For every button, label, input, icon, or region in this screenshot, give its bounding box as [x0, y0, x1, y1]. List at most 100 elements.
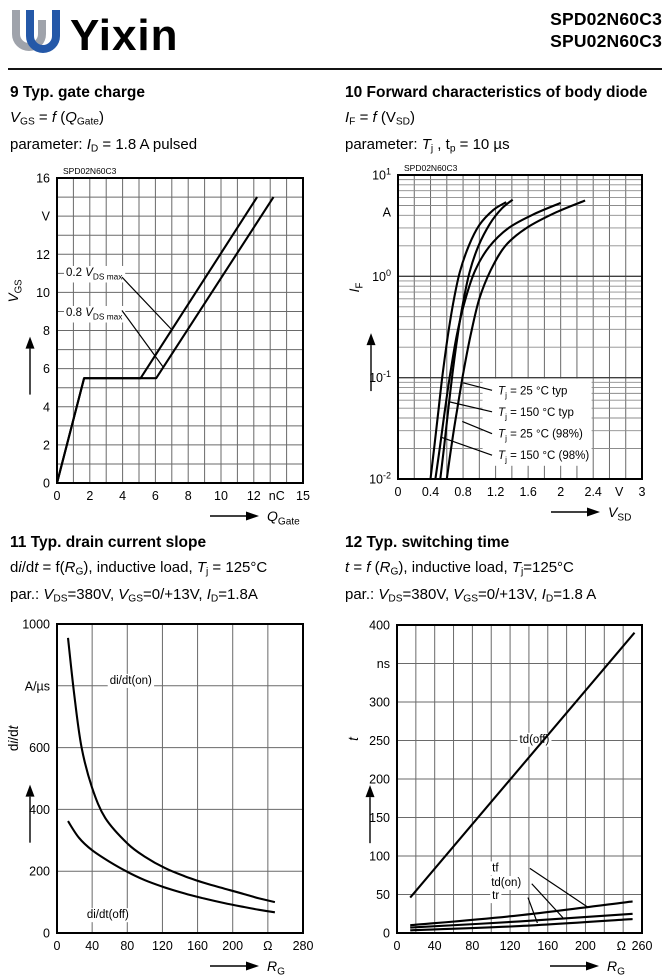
x-axis-label: QGate	[267, 508, 300, 528]
annotation: td(on)	[491, 877, 521, 889]
curve-t25p98	[445, 199, 586, 480]
annotation: 0.8 VDS max	[66, 307, 123, 322]
annotation: tf	[492, 862, 499, 874]
svg-text:0: 0	[43, 477, 50, 491]
x-ticks: 0 40 80 120 160 200 Ω 280	[54, 939, 314, 953]
y-ticks: 400 ns 300 250 200 150 100 50 0	[369, 619, 390, 941]
watermark-label: SPD02N60C3	[63, 166, 117, 176]
x-axis-arrowhead-icon	[587, 507, 600, 517]
svg-text:V: V	[615, 485, 624, 499]
svg-text:0: 0	[43, 927, 50, 941]
figure-11-parameter: par.: VDS=380V, VGS=0/+13V, ID=1.8A	[10, 585, 258, 605]
plot-border	[56, 177, 304, 484]
svg-text:600: 600	[29, 741, 50, 755]
x-axis-arrowhead-icon	[246, 511, 259, 521]
curve-vds08	[55, 196, 275, 484]
svg-text:10: 10	[36, 286, 50, 300]
figure-12-parameter: par.: VDS=380V, VGS=0/+13V, ID=1.8 A	[345, 585, 597, 605]
legend-entry: Tj = 25 °C typ	[498, 385, 567, 400]
brand-wordmark: Yixin	[70, 11, 179, 60]
svg-text:0: 0	[54, 489, 61, 503]
svg-text:V: V	[42, 210, 51, 224]
x-axis-label: RG	[267, 958, 285, 977]
annotation: di/dt(on)	[110, 675, 152, 687]
svg-text:12: 12	[247, 489, 261, 503]
x-axis-arrowhead-icon	[586, 961, 599, 971]
figure-9-header: 9 Typ. gate charge VGS = f (QGate) param…	[10, 84, 342, 162]
curve-t25typ	[439, 198, 514, 480]
fig11-chart: di/dt(on) di/dt(off) 0 40 80 120 160 200 Ω 280 100…	[6, 618, 314, 977]
legend-entry: Tj = 150 °C (98%)	[498, 450, 589, 465]
grid	[56, 177, 304, 484]
y-axis-label: IF	[347, 283, 366, 293]
svg-text:0: 0	[54, 939, 61, 953]
svg-text:0.4: 0.4	[422, 485, 439, 499]
svg-text:16: 16	[36, 172, 50, 186]
svg-text:A/µs: A/µs	[25, 679, 50, 693]
svg-text:2: 2	[557, 485, 564, 499]
svg-text:250: 250	[369, 734, 390, 748]
svg-text:12: 12	[36, 248, 50, 262]
svg-text:100: 100	[369, 850, 390, 864]
svg-text:8: 8	[185, 489, 192, 503]
svg-text:0.8: 0.8	[454, 485, 471, 499]
y-axis-label: VGS	[6, 279, 25, 303]
svg-text:260: 260	[632, 939, 653, 953]
svg-text:10: 10	[214, 489, 228, 503]
svg-text:280: 280	[293, 939, 314, 953]
curve-tr	[410, 918, 633, 932]
y-axis-arrowhead-icon	[366, 333, 376, 346]
curves	[429, 198, 586, 480]
figure-11-header: 11 Typ. drain current slope di/dt = f(RG…	[10, 534, 342, 612]
annotation-backgrounds	[84, 673, 155, 923]
annotation: td(off)	[520, 734, 550, 746]
svg-text:400: 400	[29, 803, 50, 817]
svg-text:2: 2	[86, 489, 93, 503]
svg-text:0: 0	[394, 939, 401, 953]
plot-border	[56, 623, 304, 934]
svg-text:1000: 1000	[22, 618, 50, 632]
curve-td_off	[409, 632, 636, 899]
header-divider	[8, 68, 662, 70]
annotations: td(off) tf td(on)tr	[491, 734, 588, 924]
svg-text:1.6: 1.6	[519, 485, 536, 499]
annotation: di/dt(off)	[87, 909, 129, 921]
svg-text:150: 150	[369, 811, 390, 825]
y-axis-arrowhead-icon	[365, 785, 375, 798]
annotations: 0.2 VDS max 0.8 VDS max	[66, 267, 173, 368]
svg-text:1.2: 1.2	[487, 485, 504, 499]
svg-text:40: 40	[85, 939, 99, 953]
figure-9-title: 9 Typ. gate charge	[10, 84, 145, 101]
svg-text:101: 101	[372, 167, 391, 183]
figure-9-parameter: parameter: ID = 1.8 A pulsed	[10, 135, 198, 155]
plot-border	[397, 174, 643, 480]
curves	[66, 637, 276, 914]
svg-text:40: 40	[428, 939, 442, 953]
svg-text:80: 80	[465, 939, 479, 953]
part-number-2: SPU02N60C3	[550, 31, 662, 51]
svg-text:300: 300	[369, 696, 390, 710]
svg-text:4: 4	[119, 489, 126, 503]
figure-10-function: IF = f (VSD)	[345, 109, 416, 128]
annotation-leader	[529, 867, 588, 908]
annotation-backgrounds	[64, 265, 126, 323]
annotation: tr	[492, 890, 499, 902]
fig12-chart: td(off) tf td(on)tr 0 40 80 120 160 200 Ω 260 400 ns…	[346, 619, 653, 977]
svg-text:0: 0	[395, 485, 402, 499]
annotation-leader	[531, 883, 564, 919]
curves	[409, 632, 636, 932]
svg-text:100: 100	[372, 268, 391, 284]
svg-text:120: 120	[152, 939, 173, 953]
svg-text:3: 3	[639, 485, 646, 499]
y-ticks: 1000 A/µs 600 400 200 0	[22, 618, 50, 941]
figure-11-title: 11 Typ. drain current slope	[10, 534, 207, 551]
svg-text:A: A	[383, 206, 392, 220]
svg-text:nC: nC	[269, 489, 285, 503]
y-ticks: 16 V 12 10 8 6 4 2 0	[36, 172, 51, 491]
legend: Tj = 25 °C typ Tj = 150 °C typ Tj = 25 °C …	[440, 378, 592, 466]
svg-text:200: 200	[222, 939, 243, 953]
svg-text:120: 120	[500, 939, 521, 953]
figure-11-function: di/dt = f(RG), inductive load, Tj = 125°…	[10, 559, 268, 578]
